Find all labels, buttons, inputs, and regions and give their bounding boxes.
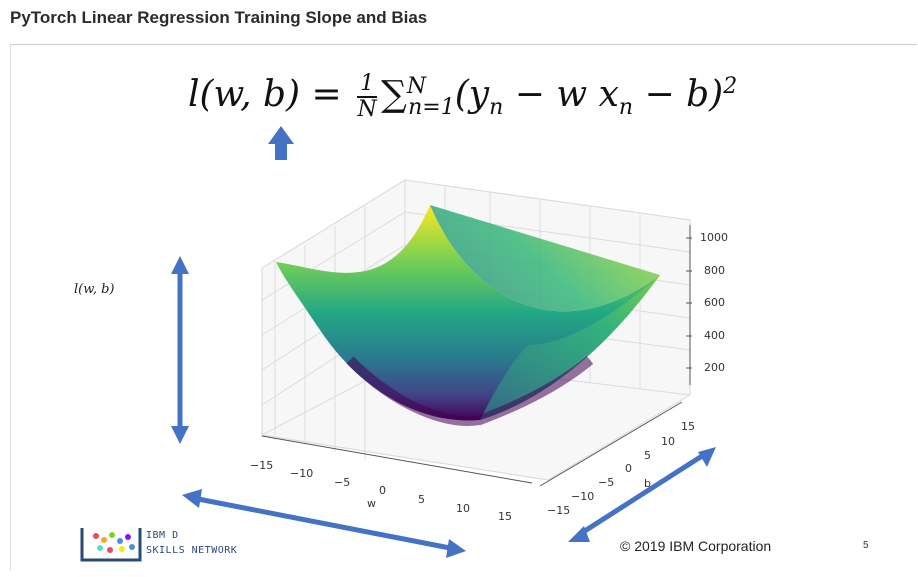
- slide-number: 5: [863, 540, 869, 551]
- b-tick: 5: [644, 449, 651, 462]
- sum-lower: n=1: [408, 95, 455, 121]
- b-tick: 0: [625, 462, 632, 475]
- b-tick: −15: [547, 504, 571, 517]
- logo-line1: IBM D: [146, 530, 179, 541]
- copyright-text: © 2019 IBM Corporation: [620, 538, 772, 554]
- w-tick: 0: [379, 484, 386, 497]
- page-title: PyTorch Linear Regression Training Slope…: [10, 8, 428, 27]
- y-subscript: n: [489, 95, 504, 121]
- loss-surface: [276, 205, 660, 426]
- formula-mid: − w x: [503, 74, 619, 115]
- z-tick: 1000: [700, 231, 728, 244]
- sum-symbol: ∑: [381, 74, 407, 115]
- formula-power: 2: [723, 74, 738, 99]
- z-tick: 400: [704, 329, 725, 342]
- w-tick: 15: [498, 510, 512, 523]
- b-tick: −10: [571, 490, 595, 503]
- b-tick: −5: [598, 476, 615, 489]
- z-tick: 200: [704, 361, 725, 374]
- w-tick: −15: [250, 459, 274, 472]
- w-tick: −5: [334, 476, 351, 489]
- fraction-denominator: N: [357, 97, 377, 122]
- w-axis-label: w: [367, 497, 376, 510]
- sum-upper: N: [406, 74, 427, 99]
- ibm-logo-icon: [80, 528, 142, 562]
- b-tick: 15: [681, 420, 695, 433]
- formula-body: (y: [454, 74, 490, 115]
- z-tick: 800: [704, 264, 725, 277]
- formula-tail: − b): [633, 74, 724, 115]
- fraction-numerator: 1: [357, 72, 378, 98]
- w-tick: 10: [456, 502, 470, 515]
- loss-formula: l(w, b) = 1 N ∑Nn=1(yn − w xn − b)2: [188, 72, 737, 122]
- formula-lhs: l(w, b) =: [188, 74, 342, 115]
- b-axis: [539, 401, 683, 487]
- z-tick: 600: [704, 296, 725, 309]
- z-axis: [686, 225, 692, 385]
- logo-line2: SKILLS NETWORK: [146, 545, 238, 556]
- loss-axis-label: l(w, b): [74, 282, 115, 297]
- x-subscript: n: [618, 95, 634, 121]
- w-tick: −10: [290, 467, 314, 480]
- formula-fraction: 1 N: [357, 72, 378, 122]
- b-axis-label: b: [644, 477, 651, 490]
- up-arrow-icon: [268, 126, 294, 160]
- w-axis: [261, 435, 533, 484]
- w-tick: 5: [418, 493, 425, 506]
- b-tick: 10: [661, 435, 675, 448]
- blue-arrows: [171, 126, 716, 558]
